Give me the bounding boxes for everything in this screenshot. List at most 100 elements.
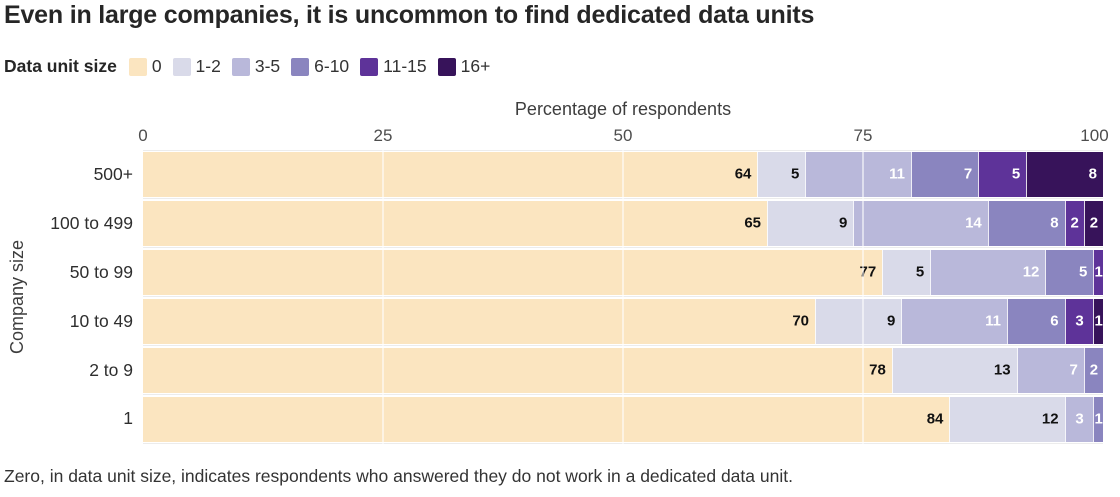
bar-segment: 5	[757, 151, 806, 197]
legend: Data unit size 0 1-2 3-5 6-10 11-15 16+	[4, 56, 501, 77]
bar-value-label: 14	[965, 214, 982, 232]
legend-item: 11-15	[360, 56, 427, 77]
legend-item: 1-2	[172, 56, 221, 77]
x-tick-label: 100	[1080, 126, 1109, 145]
bar-segment: 5	[978, 151, 1027, 197]
bar-value-label: 2	[1070, 214, 1079, 232]
bar-value-label: 12	[1022, 263, 1040, 281]
row-separator-line	[143, 345, 1103, 347]
bar-segment: 9	[815, 298, 902, 344]
bar-row: 78 13 7 2	[143, 347, 1103, 393]
legend-item: 0	[128, 56, 162, 77]
bar-segment: 77	[143, 249, 883, 295]
bar-segment: 12	[930, 249, 1046, 295]
legend-swatch-icon	[231, 57, 250, 76]
bar-value-label: 13	[993, 361, 1011, 379]
row-separator-line	[143, 296, 1103, 298]
bar-value-label: 1	[1094, 263, 1103, 281]
bar-segment: 7	[1016, 347, 1084, 393]
legend-items: 0 1-2 3-5 6-10 11-15 16+	[128, 56, 502, 77]
row-separator-line	[143, 198, 1103, 200]
legend-item: 6-10	[291, 56, 349, 77]
bar-segment: 9	[767, 200, 854, 246]
bar-value-label: 3	[1075, 410, 1084, 428]
bar-segment: 14	[853, 200, 988, 246]
x-axis-title: Percentage of respondents	[514, 99, 732, 119]
bar-segment: 11	[805, 151, 911, 197]
bar-segment: 78	[143, 347, 892, 393]
y-axis-category-label: 100 to 499	[50, 212, 133, 233]
bar-value-label: 5	[915, 263, 925, 281]
bar-value-label: 1	[1094, 410, 1103, 428]
x-axis-ticks: 0 25 50 75 100	[138, 126, 1108, 146]
legend-item: 16+	[437, 56, 491, 77]
bar-segment: 8	[1026, 151, 1103, 197]
legend-item: 3-5	[231, 56, 281, 77]
row-separator-line	[143, 394, 1103, 396]
bar-segment: 8	[987, 200, 1065, 246]
bar-value-label: 1	[1094, 312, 1103, 330]
bar-row: 77 5 12 5 1	[143, 249, 1103, 295]
y-axis-category-label: 10 to 49	[69, 310, 133, 331]
legend-item-label: 0	[151, 56, 162, 76]
row-separator-line	[143, 149, 1103, 151]
bar-segment: 65	[143, 200, 767, 246]
bar-segment: 6	[1007, 298, 1065, 344]
plot-area: 64 5 11 7 5 8 65 9 14 8 2 2 77 5 12 5 1 70 9 11 6 3 1 78 13 7 2 84 1…	[143, 149, 1103, 444]
row-separator-line	[143, 443, 1103, 444]
legend-swatch-icon	[360, 57, 379, 76]
y-axis-category-label: 500+	[93, 163, 133, 184]
bar-value-label: 9	[839, 214, 848, 232]
y-axis-category-label: 50 to 99	[69, 261, 133, 282]
bar-segment: 84	[143, 396, 950, 442]
bar-value-label: 12	[1041, 410, 1059, 428]
bar-row: 70 9 11 6 3 1	[143, 298, 1103, 344]
bar-value-label: 7	[1069, 361, 1078, 379]
bar-segment: 2	[1083, 347, 1103, 393]
bar-value-label: 84	[926, 410, 944, 428]
x-tick-label: 75	[853, 126, 873, 145]
y-axis-labels: 500+ 100 to 499 50 to 99 10 to 49 2 to 9 1	[0, 150, 133, 443]
bar-value-label: 5	[791, 165, 800, 183]
bar-value-label: 70	[792, 312, 809, 330]
x-tick-label: 0	[138, 126, 148, 145]
bar-segment: 1	[1093, 249, 1103, 295]
bar-value-label: 6	[1050, 312, 1059, 330]
row-separator-line	[143, 247, 1103, 249]
x-tick-label: 50	[613, 126, 633, 145]
bar-row: 64 5 11 7 5 8	[143, 151, 1103, 197]
bar-value-label: 7	[963, 165, 973, 183]
bar-row: 65 9 14 8 2 2	[143, 200, 1103, 246]
bar-value-label: 11	[985, 312, 1001, 330]
bar-segment: 2	[1064, 200, 1084, 246]
bar-segment: 70	[143, 298, 815, 344]
legend-item-label: 1-2	[195, 56, 221, 76]
legend-swatch-icon	[172, 57, 191, 76]
bar-value-label: 3	[1075, 312, 1084, 330]
bar-segment: 1	[1093, 298, 1103, 344]
bar-segment: 5	[1045, 249, 1094, 295]
legend-item-label: 11-15	[383, 56, 427, 76]
bar-segment: 12	[949, 396, 1065, 442]
bar-value-label: 8	[1050, 214, 1059, 232]
bar-segment: 13	[891, 347, 1017, 393]
bar-row: 84 12 3 1	[143, 396, 1103, 442]
legend-item-label: 16+	[460, 56, 491, 76]
bar-segment: 3	[1064, 396, 1094, 442]
legend-item-label: 3-5	[254, 56, 281, 76]
bar-value-label: 5	[1079, 263, 1088, 281]
y-axis-category-label: 1	[123, 408, 133, 429]
bar-value-label: 77	[859, 263, 877, 281]
bar-value-label: 5	[1011, 165, 1021, 183]
bar-segment: 11	[901, 298, 1007, 344]
legend-swatch-icon	[437, 57, 456, 76]
x-tick-label: 25	[373, 126, 393, 145]
footnote: Zero, in data unit size, indicates respo…	[4, 466, 793, 486]
bar-segment: 3	[1064, 298, 1094, 344]
bar-segment: 7	[911, 151, 979, 197]
legend-swatch-icon	[128, 57, 147, 76]
bar-value-label: 9	[887, 312, 896, 330]
bar-segment: 1	[1093, 396, 1103, 442]
bar-value-label: 64	[734, 165, 752, 183]
